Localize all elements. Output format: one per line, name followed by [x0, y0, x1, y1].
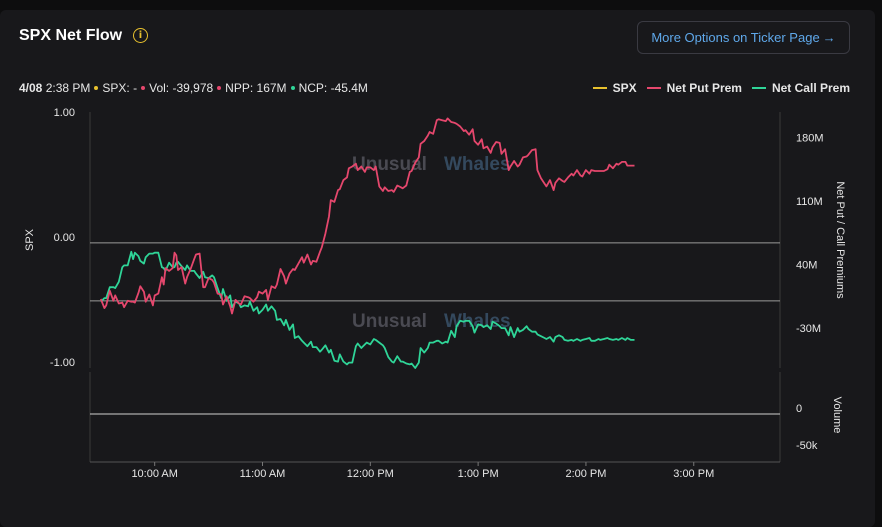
stat-vol-label: Vol: — [149, 81, 170, 95]
more-options-button[interactable]: More Options on Ticker Page → — [637, 21, 850, 54]
net-call-premium-line — [100, 250, 635, 369]
watermark-word1-bottom: Unusual — [352, 311, 427, 332]
watermarks: Unusual Whales Unusual Whales — [352, 154, 511, 332]
arrow-right-icon: → — [822, 30, 836, 45]
chart-legend: SPX Net Put Prem Net Call Prem — [592, 81, 850, 95]
stat-npp-value: 167M — [256, 81, 287, 95]
legend-label-put: Net Put Prem — [666, 81, 742, 95]
more-options-label: More Options on Ticker Page — [651, 30, 820, 45]
net-put-premium-line — [99, 117, 635, 315]
volume-axis: 0 -50k — [90, 403, 818, 452]
spx-swatch-icon — [592, 87, 607, 89]
legend-label-call: Net Call Prem — [771, 81, 850, 95]
right-tick-label: 40M — [796, 260, 817, 272]
left-axis-label: SPX — [24, 228, 36, 251]
right-axis-label: Net Put / Call Premiums — [834, 181, 846, 299]
npp-dot-icon — [217, 85, 222, 90]
call-swatch-icon — [751, 87, 766, 89]
x-tick-label: 12:00 PM — [347, 468, 394, 480]
stat-spx-label: SPX: — [102, 81, 130, 95]
stat-vol-value: -39,978 — [172, 81, 214, 95]
series-lines — [99, 117, 635, 369]
chart-card — [0, 10, 875, 527]
stat-ncp-label: NCP: — [298, 81, 328, 95]
info-icon[interactable]: i — [133, 28, 148, 43]
legend-item-spx[interactable]: SPX — [592, 81, 637, 95]
left-axis: 1.00 0.00 -1.00 — [50, 107, 780, 369]
watermark-word2-bottom: Whales — [444, 311, 511, 332]
stat-spx-value: - — [133, 81, 138, 95]
right-axis: 180M 110M 40M -30M — [90, 132, 824, 335]
x-tick-label: 2:00 PM — [565, 468, 606, 480]
x-tick-label: 1:00 PM — [458, 468, 499, 480]
right-tick-label: 110M — [796, 196, 823, 208]
volume-tick-label: -50k — [796, 440, 818, 452]
stats-bar: 4/08 2:38 PM SPX: - Vol: -39,978 NPP: 167M N… — [19, 81, 368, 95]
chart-frame — [89, 112, 781, 463]
x-tick-label: 3:00 PM — [673, 468, 714, 480]
volume-tick-label: 0 — [796, 403, 802, 415]
legend-label-spx: SPX — [612, 81, 637, 95]
legend-item-put[interactable]: Net Put Prem — [646, 81, 742, 95]
page-title: SPX Net Flow — [19, 27, 123, 44]
vol-dot-icon — [141, 85, 146, 90]
ncp-dot-icon — [290, 85, 295, 90]
left-tick-label: 1.00 — [54, 107, 75, 119]
left-tick-label: -1.00 — [50, 357, 75, 369]
legend-item-call[interactable]: Net Call Prem — [751, 81, 850, 95]
stat-npp-label: NPP: — [225, 81, 254, 95]
put-swatch-icon — [646, 87, 661, 89]
volume-axis-label: Volume — [831, 397, 843, 434]
watermark-word1-top: Unusual — [352, 154, 427, 175]
stat-time: 2:38 PM — [45, 81, 91, 95]
spx-dot-icon — [94, 85, 99, 90]
stat-date: 4/08 — [19, 81, 43, 95]
x-tick-label: 10:00 AM — [131, 468, 177, 480]
watermark-word2-top: Whales — [444, 154, 511, 175]
right-tick-label: 180M — [796, 132, 824, 144]
stat-ncp-value: -45.4M — [330, 81, 368, 95]
x-axis: 10:00 AM 11:00 AM 12:00 PM 1:00 PM 2:00 PM 3:… — [131, 462, 714, 480]
left-tick-label: 0.00 — [54, 232, 75, 244]
right-tick-label: -30M — [796, 323, 821, 335]
x-tick-label: 11:00 AM — [240, 468, 286, 480]
